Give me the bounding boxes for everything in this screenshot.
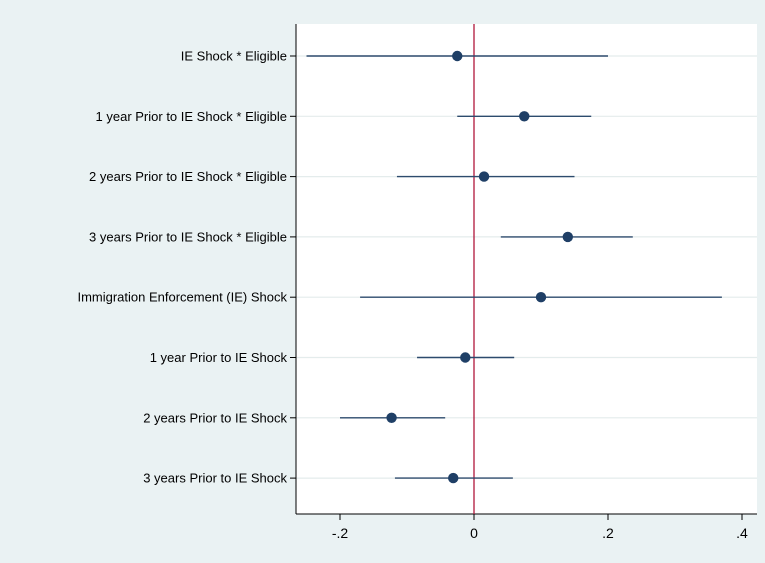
point-estimate bbox=[452, 50, 463, 62]
point-estimate bbox=[386, 412, 397, 423]
y-tick-label: 2 years Prior to IE Shock * Eligible bbox=[89, 169, 287, 184]
x-tick-label: -.2 bbox=[332, 525, 349, 541]
point-estimate bbox=[535, 292, 547, 303]
y-tick-label: 1 year Prior to IE Shock bbox=[150, 350, 288, 365]
x-tick-label: 0 bbox=[470, 525, 478, 541]
point-estimate bbox=[448, 472, 459, 484]
y-tick-label: 2 years Prior to IE Shock bbox=[143, 410, 287, 425]
point-estimate bbox=[478, 171, 490, 182]
x-tick-label: .2 bbox=[602, 525, 614, 541]
point-estimate bbox=[460, 352, 471, 363]
x-tick-label: .4 bbox=[736, 525, 748, 541]
point-estimate bbox=[562, 231, 573, 243]
point-estimate bbox=[519, 111, 530, 122]
y-tick-label: 3 years Prior to IE Shock * Eligible bbox=[89, 229, 287, 244]
axes bbox=[290, 24, 757, 520]
y-tick-label: IE Shock * Eligible bbox=[181, 49, 287, 64]
y-tick-label: 3 years Prior to IE Shock bbox=[143, 471, 287, 486]
y-tick-label: 1 year Prior to IE Shock * Eligible bbox=[96, 109, 287, 124]
marks bbox=[306, 50, 722, 484]
plot-area bbox=[296, 24, 757, 514]
labels: IE Shock * Eligible 1 year Prior to IE Sh… bbox=[77, 49, 748, 542]
y-tick-label: Immigration Enforcement (IE) Shock bbox=[77, 290, 287, 305]
